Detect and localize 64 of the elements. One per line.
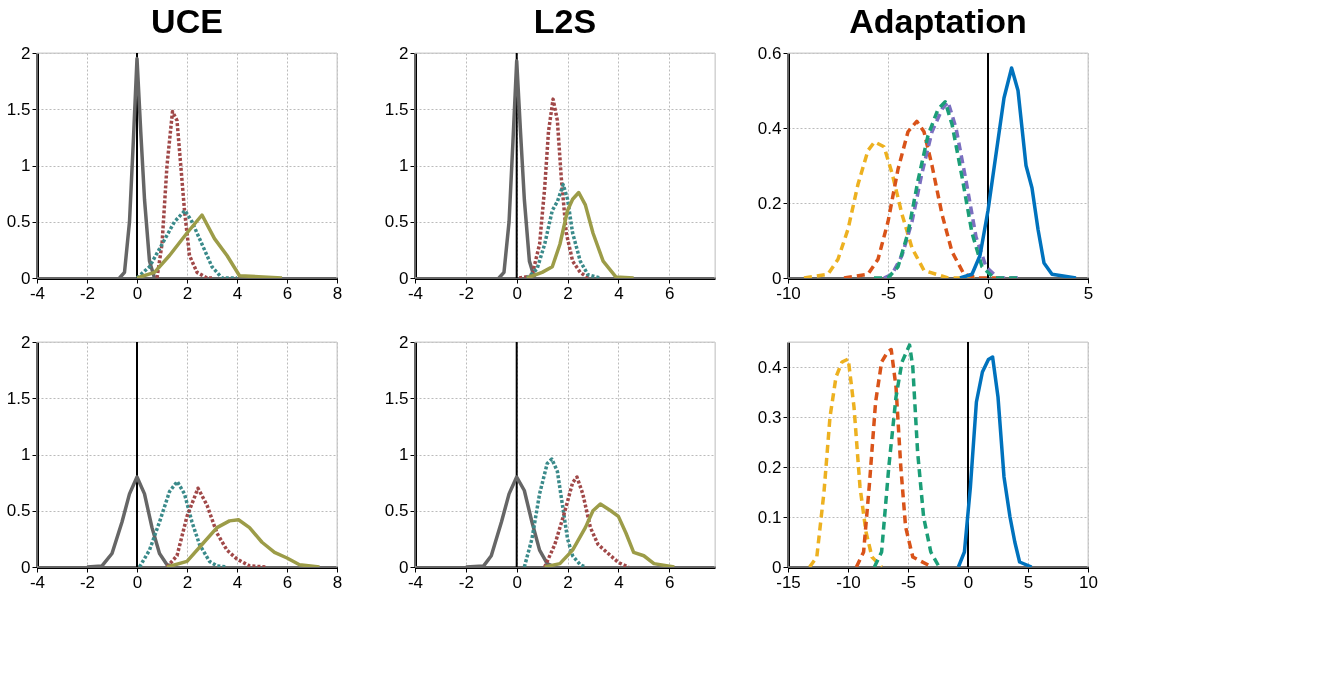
x-tick-label: -5 [880,283,897,303]
y-tick-label: 1 [399,156,409,175]
x-tick-label: -4 [407,572,424,592]
chart-title: Adaptation [849,2,1027,40]
x-tick-label: -10 [836,572,861,592]
x-tick-label: -2 [458,572,474,592]
x-tick-label: 4 [614,572,624,592]
x-tick-label: 4 [232,572,243,592]
x-tick-label: 2 [563,572,573,592]
x-tick-label: 0 [512,572,522,592]
y-tick-label: 1.5 [384,388,409,408]
x-tick-label: 2 [182,283,193,303]
y-tick-label: 0.5 [384,501,409,521]
x-tick-label: 2 [182,572,193,592]
x-tick-label: -2 [79,283,96,303]
y-tick-label: 2 [399,43,409,63]
x-tick-label: 0 [963,572,974,592]
x-tick-label: 6 [665,283,675,303]
x-tick-label: -4 [29,572,46,592]
x-tick-label: 6 [282,283,293,303]
x-tick-label: 6 [282,572,293,592]
y-tick-label: 0.2 [757,457,782,477]
x-tick-label: 0 [512,283,522,303]
x-tick-label: -4 [29,283,46,303]
y-tick-label: 0 [399,268,409,288]
x-tick-label: 8 [332,283,343,303]
y-tick-label: 1 [21,445,31,464]
y-tick-label: 0 [399,557,409,577]
x-tick-label: -2 [79,572,96,592]
y-tick-label: 0.4 [757,118,782,138]
y-tick-label: 0.6 [757,43,782,63]
y-tick-label: 0.2 [757,193,782,213]
y-tick-label: 0.5 [6,501,31,521]
x-tick-label: 0 [132,283,143,303]
y-tick-label: 0.1 [757,507,782,527]
y-tick-label: 0.5 [384,212,409,232]
chart-title: L2S [533,2,597,40]
y-tick-label: 1 [399,445,409,464]
x-tick-label: 4 [614,283,624,303]
y-tick-label: 1 [21,156,31,175]
x-tick-label: 10 [1079,572,1098,592]
y-tick-label: 1.5 [6,388,31,408]
x-tick-label: 0 [983,283,994,303]
x-tick-label: 2 [563,283,573,303]
x-tick-label: 8 [332,572,343,592]
y-tick-label: 0.5 [6,212,31,232]
y-tick-label: 2 [399,332,409,352]
x-tick-label: 5 [1023,572,1034,592]
chart-title: UCE [151,2,223,40]
x-tick-label: -4 [407,283,424,303]
x-tick-label: 4 [232,283,243,303]
y-tick-label: 0 [21,557,31,577]
y-tick-label: 1.5 [6,99,31,119]
y-tick-label: 2 [21,43,31,63]
y-tick-label: 0 [21,268,31,288]
x-tick-label: 5 [1083,283,1094,303]
x-tick-label: -5 [900,572,917,592]
y-tick-label: 1.5 [384,99,409,119]
y-tick-label: 2 [21,332,31,352]
y-tick-label: 0.3 [757,407,782,427]
x-tick-label: 0 [132,572,143,592]
x-tick-label: -2 [458,283,474,303]
x-tick-label: 6 [665,572,675,592]
y-tick-label: 0.4 [757,357,782,377]
